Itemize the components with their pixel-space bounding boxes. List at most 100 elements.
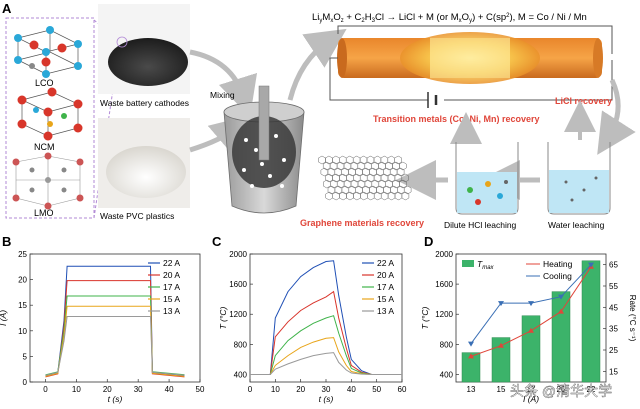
graphene-hex bbox=[322, 161, 331, 171]
panel-b-label: B bbox=[2, 234, 11, 249]
graphene-hex bbox=[394, 155, 402, 165]
graphene-hex bbox=[385, 179, 393, 189]
graphene-hex bbox=[387, 191, 396, 201]
graphene-hex bbox=[389, 167, 398, 177]
x-tick-label: 15 bbox=[497, 385, 506, 394]
graphene-hex bbox=[390, 185, 398, 195]
cathode-powder-heap bbox=[108, 38, 188, 86]
lmo-structure bbox=[12, 152, 84, 210]
legend-swatch bbox=[462, 260, 474, 267]
graphene-hex bbox=[336, 161, 345, 171]
graphene-hex bbox=[399, 161, 407, 171]
legend-label: 15 A bbox=[377, 294, 394, 304]
graphene-hex bbox=[325, 155, 333, 165]
graphene-hex bbox=[353, 191, 361, 201]
graphene-hex bbox=[359, 173, 368, 183]
panel-d-label: D bbox=[424, 234, 433, 249]
graphene-hex bbox=[352, 155, 361, 165]
graphene-hex bbox=[355, 185, 363, 195]
legend-label: 17 A bbox=[377, 282, 394, 292]
graphene-hex bbox=[330, 179, 338, 189]
x-tick-label: 13 bbox=[467, 385, 476, 394]
hcl-leaching-beaker bbox=[455, 142, 519, 215]
zoom-circle bbox=[116, 36, 128, 48]
series-marker bbox=[468, 353, 474, 359]
lco-structure bbox=[14, 26, 82, 78]
bar bbox=[581, 260, 601, 383]
graphene-hex bbox=[366, 173, 375, 183]
legend-label: Heating bbox=[543, 259, 573, 269]
bar bbox=[491, 337, 511, 383]
mixing-container bbox=[223, 85, 305, 214]
graphene-hex bbox=[343, 179, 352, 189]
y2-tick-label: 65 bbox=[609, 261, 618, 270]
graphene-hex bbox=[334, 167, 342, 177]
y2-tick-label: 15 bbox=[609, 367, 618, 376]
graphene-hex bbox=[397, 185, 405, 195]
graphene-hex bbox=[346, 173, 354, 183]
chart-c: 0 10 20 30 40 50 60 400 800 1200 1600 2000 t (s) T (°… bbox=[218, 250, 407, 404]
graphene-hex bbox=[383, 167, 391, 177]
graphene-hex bbox=[403, 185, 412, 195]
series-marker bbox=[498, 301, 504, 307]
graphene-hex bbox=[371, 161, 379, 171]
graphene-hex bbox=[353, 173, 361, 183]
graphene-hex bbox=[373, 173, 382, 183]
plot-frame bbox=[29, 253, 201, 383]
graphene-hex bbox=[380, 155, 389, 165]
graphene-hex bbox=[366, 155, 375, 165]
graphene-hex bbox=[350, 161, 359, 171]
series-marker bbox=[558, 294, 564, 300]
y-tick-label: 1600 bbox=[229, 280, 247, 289]
ncm-label: NCM bbox=[34, 142, 55, 152]
graphene-hex bbox=[367, 191, 375, 201]
graphene-hex bbox=[380, 191, 389, 201]
series-marker bbox=[588, 262, 594, 268]
x-tick-label: 10 bbox=[271, 385, 280, 394]
series-line bbox=[45, 316, 185, 376]
joule-heating-reactor bbox=[329, 25, 613, 108]
lco-label: LCO bbox=[35, 78, 54, 88]
x-tick-label: 30 bbox=[134, 385, 143, 394]
series-marker bbox=[528, 327, 534, 333]
x-tick-label: 10 bbox=[72, 385, 81, 394]
series-line bbox=[250, 290, 402, 375]
legend-label: 15 A bbox=[163, 294, 180, 304]
x-tick-label: 0 bbox=[248, 385, 253, 394]
graphene-hex bbox=[320, 167, 329, 177]
graphene-hex bbox=[401, 173, 409, 183]
pvc-powder-heap bbox=[106, 146, 186, 198]
graphene-hex bbox=[360, 191, 368, 201]
graphene-hex bbox=[369, 185, 377, 195]
graphene-hex bbox=[376, 167, 384, 177]
x-tick-label: 20 bbox=[103, 385, 112, 394]
graphene-hex bbox=[339, 155, 347, 165]
legend-label: 13 A bbox=[163, 306, 180, 316]
graphene-hex bbox=[369, 167, 377, 177]
y-tick-label: 25 bbox=[18, 250, 27, 259]
y-tick-label: 0 bbox=[23, 378, 28, 387]
x-tick-label: 17 bbox=[527, 385, 536, 394]
series-marker bbox=[498, 342, 504, 348]
legend-label: 13 A bbox=[377, 306, 394, 316]
x-tick-label: 20 bbox=[557, 385, 566, 394]
caption-tm-recovery: Transition metals (Co, Ni, Mn) recovery bbox=[373, 114, 540, 124]
y2-tick-label: 55 bbox=[609, 282, 618, 291]
graphene-hex bbox=[348, 167, 356, 177]
y-tick-label: 1200 bbox=[229, 310, 247, 319]
arrow-mix-to-reactor bbox=[287, 28, 347, 101]
y-tick-label: 2000 bbox=[435, 250, 453, 259]
x-tick-label: 20 bbox=[296, 385, 305, 394]
y-tick-label: 400 bbox=[234, 370, 248, 379]
chart-d: 400 800 1200 1600 2000 15 25 35 45 55 65 13 15 17 20 22… bbox=[420, 250, 637, 404]
y2-tick-label: 35 bbox=[609, 325, 618, 334]
x-tick-label: 60 bbox=[398, 385, 407, 394]
series-marker bbox=[528, 301, 534, 307]
x-tick-label: 22 bbox=[587, 385, 596, 394]
x-tick-label: 40 bbox=[347, 385, 356, 394]
x-tick-label: 50 bbox=[196, 385, 205, 394]
graphene-hex bbox=[383, 185, 391, 195]
graphene-hex bbox=[392, 179, 400, 189]
graphene-hex bbox=[387, 155, 395, 165]
y-tick-label: 15 bbox=[18, 301, 27, 310]
